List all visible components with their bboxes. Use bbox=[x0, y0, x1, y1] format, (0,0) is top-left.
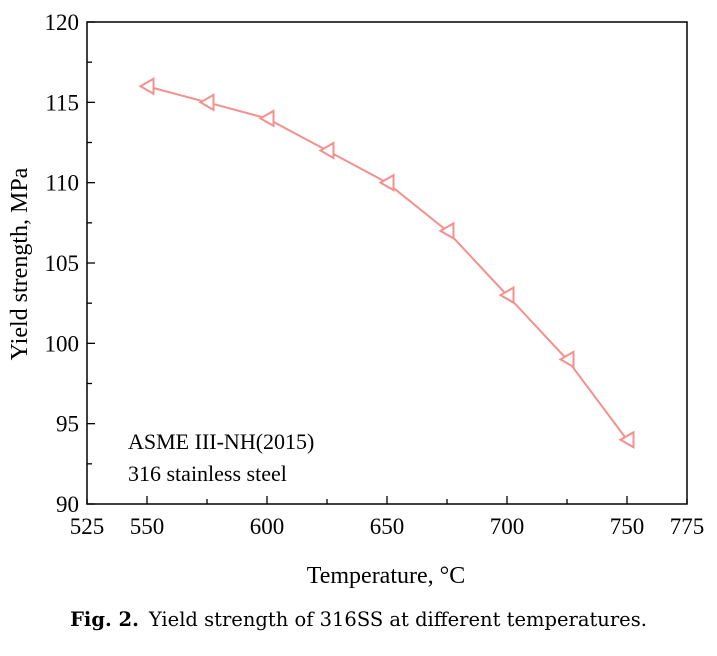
x-axis-label: Temperature, °C bbox=[307, 563, 466, 589]
data-point-marker bbox=[258, 109, 275, 128]
y-tick-label: 120 bbox=[45, 10, 80, 35]
series-line bbox=[146, 85, 628, 441]
chart: 90 95 100 105 110 115 120 525 550 600 650 700 750 775… bbox=[7, 10, 705, 589]
data-point-marker bbox=[438, 221, 455, 241]
data-point-marker bbox=[558, 350, 575, 369]
y-tick-label: 105 bbox=[45, 251, 80, 276]
figure-caption: Fig. 2. Yield strength of 316SS at differ… bbox=[0, 608, 717, 631]
y-tick-label: 100 bbox=[45, 331, 80, 356]
y-tick-label: 115 bbox=[45, 90, 79, 115]
y-tick-label: 95 bbox=[56, 412, 79, 437]
data-series bbox=[138, 77, 635, 449]
data-point-marker bbox=[138, 77, 155, 96]
x-tick-label: 550 bbox=[130, 514, 165, 539]
data-point-marker bbox=[618, 430, 635, 449]
annotation-standard: ASME III-NH(2015) bbox=[128, 429, 314, 454]
data-point-marker bbox=[498, 285, 515, 305]
x-tick-label: 525 bbox=[70, 514, 105, 539]
data-point-marker bbox=[198, 93, 215, 112]
caption-label: Fig. 2. bbox=[70, 608, 139, 631]
data-point-marker bbox=[378, 173, 395, 192]
x-tick-label: 750 bbox=[610, 514, 645, 539]
y-axis-label: Yield strength, MPa bbox=[7, 167, 33, 360]
tick-marks bbox=[86, 21, 688, 505]
x-tick-label: 700 bbox=[490, 514, 525, 539]
tick-labels: 90 95 100 105 110 115 120 525 550 600 650 700 750 775 bbox=[45, 10, 705, 539]
caption-text: Yield strength of 316SS at different tem… bbox=[148, 608, 647, 631]
data-point-marker bbox=[318, 141, 335, 160]
annotation-material: 316 stainless steel bbox=[128, 461, 287, 486]
x-tick-label: 775 bbox=[670, 514, 705, 539]
y-tick-label: 90 bbox=[56, 492, 79, 517]
x-tick-label: 600 bbox=[250, 514, 285, 539]
x-tick-label: 650 bbox=[370, 514, 405, 539]
y-tick-label: 110 bbox=[45, 171, 79, 196]
